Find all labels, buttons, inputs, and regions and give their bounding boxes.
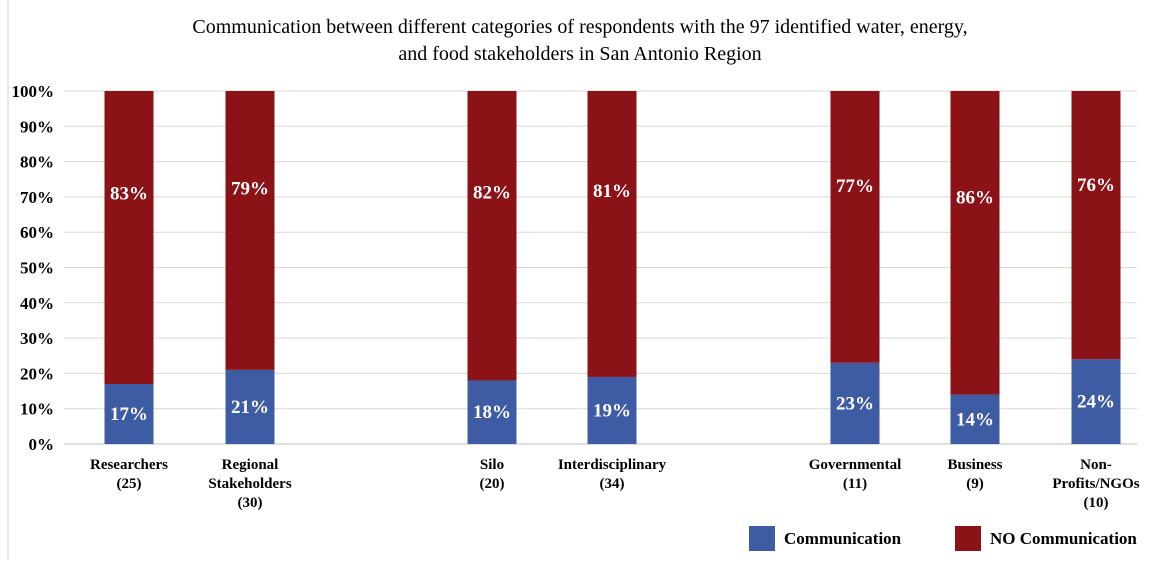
bar-communication	[225, 369, 275, 444]
y-tick-label: 20%	[20, 364, 54, 383]
data-label: 21%	[231, 397, 269, 418]
x-axis-categories: Researchers (25) Regional Stakeholders (30) S…	[90, 457, 1140, 511]
y-tick-label: 0%	[29, 435, 55, 454]
bar-no-communication	[467, 91, 517, 381]
x-category-label: (11)	[843, 476, 867, 492]
x-category-label: (25)	[117, 476, 142, 492]
bars: 17% 83% 21% 79% 18% 82% 19% 81% 23% 77% 14% 86% 24% 7…	[104, 91, 1121, 444]
x-category-label: Silo	[480, 457, 504, 473]
x-category-label: (20)	[480, 476, 505, 492]
data-label: 19%	[593, 400, 631, 421]
data-label: 79%	[231, 179, 269, 200]
x-category-label: Governmental	[809, 457, 901, 473]
y-tick-label: 70%	[20, 188, 54, 207]
legend-swatch-communication	[749, 526, 775, 551]
chart-title-line-1: Communication between different categori…	[192, 16, 968, 38]
bar-communication	[830, 362, 880, 444]
data-label: 86%	[956, 187, 994, 208]
bar-communication	[467, 380, 517, 444]
x-category-label: Researchers	[90, 457, 168, 473]
y-tick-label: 60%	[20, 223, 54, 242]
legend-label: NO Communication	[990, 529, 1137, 548]
y-tick-label: 80%	[20, 153, 54, 172]
x-category-label: Profits/NGOs	[1052, 476, 1139, 492]
y-axis-ticks: 0% 10% 20% 30% 40% 50% 60% 70% 80% 90% 100%	[12, 82, 55, 454]
bar-no-communication	[587, 91, 637, 377]
data-label: 23%	[836, 393, 874, 414]
y-tick-label: 100%	[12, 82, 55, 101]
x-category-label: (10)	[1084, 495, 1109, 511]
y-tick-label: 90%	[20, 117, 54, 136]
chart-title-line-2: and food stakeholders in San Antonio Reg…	[398, 43, 762, 65]
y-tick-label: 50%	[20, 259, 54, 278]
data-label: 77%	[836, 176, 874, 197]
y-tick-label: 30%	[20, 329, 54, 348]
bar-communication	[587, 376, 637, 444]
y-tick-label: 40%	[20, 294, 54, 313]
bar-communication	[1071, 359, 1121, 444]
x-category-label: Stakeholders	[208, 476, 292, 492]
data-label: 83%	[110, 184, 148, 205]
x-category-label: Regional	[222, 457, 279, 473]
x-category-label: (9)	[966, 476, 984, 492]
bar-no-communication	[104, 91, 154, 384]
legend-swatch-no-communication	[955, 526, 981, 551]
data-label: 14%	[956, 409, 994, 430]
legend: Communication NO Communication	[749, 526, 1137, 551]
legend-label: Communication	[784, 529, 902, 548]
x-category-label: Non-	[1080, 457, 1112, 473]
bar-no-communication	[950, 91, 1000, 395]
bar-no-communication	[225, 91, 275, 370]
bar-communication	[950, 394, 1000, 444]
bar-communication	[104, 383, 154, 444]
bar-no-communication	[1071, 91, 1121, 360]
y-tick-label: 10%	[20, 400, 54, 419]
x-category-label: Business	[947, 457, 1002, 473]
chart-title: Communication between different categori…	[60, 14, 1100, 68]
data-label: 81%	[593, 181, 631, 202]
data-label: 17%	[110, 404, 148, 425]
data-label: 76%	[1077, 175, 1115, 196]
x-category-label: (34)	[600, 476, 625, 492]
bar-no-communication	[830, 91, 880, 363]
data-label: 18%	[473, 402, 511, 423]
data-label: 82%	[473, 182, 511, 203]
data-label: 24%	[1077, 392, 1115, 413]
x-category-label: (30)	[238, 495, 263, 511]
x-category-label: Interdisciplinary	[558, 457, 667, 473]
